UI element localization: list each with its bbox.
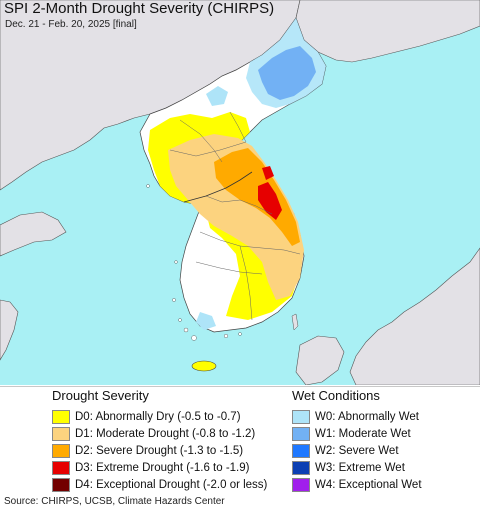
jeju-island	[191, 360, 217, 372]
swatch-w2	[292, 443, 310, 458]
legend-item-w2: W2: Severe Wet	[292, 442, 480, 459]
wet-region-w1	[258, 46, 316, 100]
dmz-line	[183, 171, 253, 203]
drought-legend: Drought Severity D0: Abnormally Dry (-0.…	[52, 388, 292, 493]
legend-label-w1: W1: Moderate Wet	[315, 427, 411, 440]
date-range-subtitle: Dec. 21 - Feb. 20, 2025 [final]	[5, 19, 137, 30]
source-credit: Source: CHIRPS, UCSB, Climate Hazards Ce…	[4, 496, 225, 507]
drought-map	[0, 0, 480, 385]
d2-region	[214, 148, 300, 246]
legend-separator	[0, 386, 480, 387]
tsushima-island	[291, 313, 299, 331]
wet-region-w0-west	[206, 86, 228, 106]
legend-label-w2: W2: Severe Wet	[315, 444, 399, 457]
swatch-w1	[292, 426, 310, 441]
legend-item-d4: D4: Exceptional Drought (-2.0 or less)	[52, 476, 292, 493]
legend-label-d3: D3: Extreme Drought (-1.6 to -1.9)	[75, 461, 250, 474]
legend-label-d1: D1: Moderate Drought (-0.8 to -1.2)	[75, 427, 256, 440]
swatch-w4	[292, 477, 310, 492]
admin-boundaries	[169, 111, 301, 321]
swatch-d2	[52, 443, 70, 458]
legend-item-w0: W0: Abnormally Wet	[292, 408, 480, 425]
legend-item-d0: D0: Abnormally Dry (-0.5 to -0.7)	[52, 408, 292, 425]
china-coast-south	[0, 299, 19, 361]
legend-item-d2: D2: Severe Drought (-1.3 to -1.5)	[52, 442, 292, 459]
legend-label-w0: W0: Abnormally Wet	[315, 410, 419, 423]
normal-region-sw	[186, 236, 232, 316]
d3-region-2	[262, 166, 274, 180]
wet-region-sw	[196, 312, 216, 330]
wet-legend-title: Wet Conditions	[292, 388, 380, 403]
d3-region	[258, 182, 282, 220]
legend-label-w3: W3: Extreme Wet	[315, 461, 405, 474]
swatch-d0	[52, 409, 70, 424]
swatch-d1	[52, 426, 70, 441]
shandong-peninsula	[0, 211, 67, 257]
legend-label-w4: W4: Exceptional Wet	[315, 478, 422, 491]
legend-label-d2: D2: Severe Drought (-1.3 to -1.5)	[75, 444, 244, 457]
legend-label-d0: D0: Abnormally Dry (-0.5 to -0.7)	[75, 410, 241, 423]
wet-legend: Wet Conditions W0: Abnormally Wet W1: Mo…	[292, 388, 480, 493]
swatch-w0	[292, 409, 310, 424]
page-title: SPI 2-Month Drought Severity (CHIRPS)	[4, 0, 275, 17]
legend-item-d1: D1: Moderate Drought (-0.8 to -1.2)	[52, 425, 292, 442]
drought-legend-title: Drought Severity	[52, 388, 149, 403]
legend-item-w4: W4: Exceptional Wet	[292, 476, 480, 493]
kyushu-landmass	[295, 335, 345, 385]
legend-item-w1: W1: Moderate Wet	[292, 425, 480, 442]
coastal-islands	[146, 184, 242, 341]
legend-item-d3: D3: Extreme Drought (-1.6 to -1.9)	[52, 459, 292, 476]
legend-item-w3: W3: Extreme Wet	[292, 459, 480, 476]
legend-label-d4: D4: Exceptional Drought (-2.0 or less)	[75, 478, 268, 491]
swatch-d4	[52, 477, 70, 492]
swatch-w3	[292, 460, 310, 475]
swatch-d3	[52, 460, 70, 475]
japan-landmass	[349, 247, 480, 385]
